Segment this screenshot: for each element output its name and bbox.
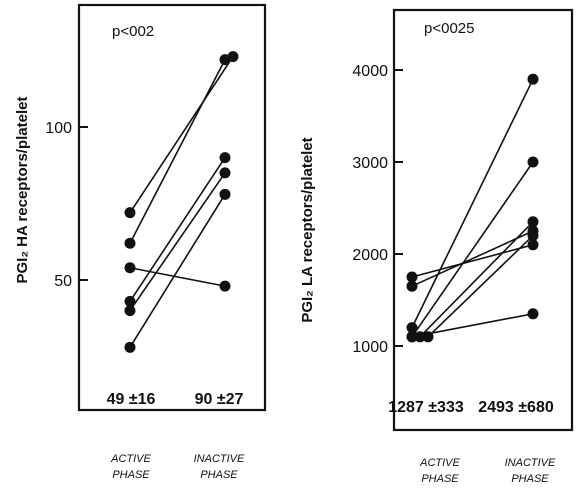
panel-la: 1000 2000 3000 4000 p<0025 PGI₂ LA receptor…: [299, 8, 574, 485]
point-active: [406, 271, 418, 283]
panel-la-ylabel: PGI₂ LA receptors/platelet: [299, 137, 316, 322]
point-inactive: [219, 152, 231, 164]
point-active: [124, 237, 136, 249]
subject-line: [411, 244, 534, 278]
panel-la-pvalue: p<0025: [424, 20, 474, 37]
point-active: [406, 280, 418, 292]
point-inactive: [527, 230, 539, 242]
panel-ha-frame: [77, 3, 267, 412]
panel-ha-summary-active: 49 ±16: [107, 391, 156, 408]
point-inactive: [527, 156, 539, 168]
subject-line: [411, 230, 534, 287]
panel-la-y-ticks: 1000 2000 3000 4000: [352, 63, 403, 356]
point-inactive: [219, 167, 231, 179]
subject-line: [427, 235, 534, 338]
y-tick-label: 4000: [352, 63, 388, 80]
y-tick-label: 50: [54, 273, 72, 290]
point-inactive: [527, 239, 539, 251]
panel-la-summary-active: 1287 ±333: [388, 399, 464, 416]
panel-ha-pvalue: p<002: [112, 23, 154, 40]
subject-line: [419, 221, 534, 338]
point-inactive: [219, 188, 231, 200]
panel-la-marks: [406, 73, 539, 343]
y-tick-label: 2000: [352, 247, 388, 264]
panel-ha-summary-inactive: 90 ±27: [195, 391, 244, 408]
panel-la-xlabel-inactive: INACTIVE PHASE: [505, 457, 556, 485]
subject-line: [411, 313, 534, 338]
point-inactive: [219, 280, 231, 292]
y-tick-label: 3000: [352, 155, 388, 172]
point-active: [124, 262, 136, 274]
y-tick-label: 1000: [352, 339, 388, 356]
panel-ha-xlabel-inactive: INACTIVE PHASE: [194, 453, 245, 481]
subject-line: [411, 78, 534, 328]
point-inactive: [527, 308, 539, 320]
subject-line: [129, 193, 226, 348]
point-active: [124, 295, 136, 307]
y-tick-label: 100: [45, 120, 72, 137]
panel-la-summary-inactive: 2493 ±680: [478, 399, 554, 416]
panel-la-frame: [392, 8, 574, 432]
point-active: [124, 341, 136, 353]
subject-line: [129, 59, 226, 244]
subject-line: [129, 266, 226, 287]
subject-line: [129, 56, 234, 214]
point-active: [406, 322, 418, 334]
panel-ha-ylabel: PGI₂ HA receptors/platelet: [14, 97, 31, 284]
point-active: [124, 305, 136, 317]
panel-ha: 50 100 p<002 PGI₂ HA receptors/platelet 4…: [14, 3, 267, 481]
point-inactive: [527, 216, 539, 228]
subject-line: [411, 161, 534, 338]
panel-ha-y-ticks: 50 100: [45, 120, 88, 290]
point-inactive: [527, 73, 539, 85]
point-inactive: [219, 54, 231, 66]
subject-line: [129, 157, 226, 302]
panel-la-xlabel-active: ACTIVE PHASE: [419, 457, 460, 485]
subject-line: [129, 172, 226, 312]
point-active: [406, 331, 418, 343]
panel-ha-xlabel-active: ACTIVE PHASE: [110, 453, 151, 481]
panel-ha-marks: [124, 51, 239, 353]
point-active: [124, 207, 136, 219]
